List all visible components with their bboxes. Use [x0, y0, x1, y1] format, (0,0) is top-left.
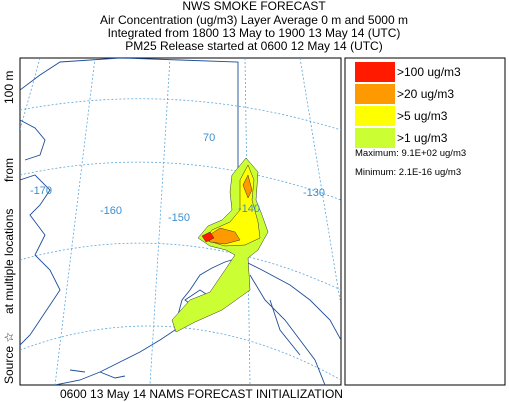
map-label: -140 [238, 203, 260, 215]
map-label: -170 [30, 185, 52, 197]
map-label: -130 [303, 187, 325, 199]
graticule [20, 58, 341, 385]
graticule [20, 98, 341, 381]
legend-label: >100 ug/m3 [397, 65, 461, 79]
legend-label: >5 ug/m3 [397, 109, 448, 123]
stat: Minimum: 2.1E-16 ug/m3 [355, 167, 461, 178]
legend-swatch [355, 84, 395, 104]
side-text: at multiple locations [2, 209, 16, 314]
map-label: -160 [100, 205, 122, 217]
map-label: -150 [168, 212, 190, 224]
legend-label: >1 ug/m3 [397, 131, 448, 145]
side-text: from [2, 158, 16, 182]
side-label: Source ☆ at multiple locations from 100 … [2, 71, 16, 384]
subtitle: Air Concentration (ug/m3) Layer Average … [100, 13, 408, 27]
stat: Maximum: 9.1E+02 ug/m3 [355, 148, 466, 159]
legend-swatch [355, 128, 395, 148]
subtitle: Integrated from 1800 13 May to 1900 13 M… [108, 26, 401, 40]
plume-4 [201, 231, 215, 243]
legend-swatch [355, 62, 395, 82]
title: NWS SMOKE FORECAST [182, 0, 326, 13]
footer: 0600 13 May 14 NAMS FORECAST INITIALIZAT… [60, 387, 343, 401]
map-label: 70 [203, 132, 215, 144]
subtitle: PM25 Release started at 0600 12 May 14 (… [125, 39, 382, 53]
side-text: Source ☆ [2, 332, 16, 384]
legend-swatch [355, 106, 395, 126]
legend: >100 ug/m3 >20 ug/m3 >5 ug/m3 >1 ug/m3 [355, 62, 461, 148]
legend-label: >20 ug/m3 [397, 87, 454, 101]
side-text: 100 m [2, 71, 16, 104]
map-frame [19, 57, 342, 386]
map: -170 -160 -150 -140 -130 70 [19, 57, 342, 386]
panhandle [249, 274, 326, 385]
